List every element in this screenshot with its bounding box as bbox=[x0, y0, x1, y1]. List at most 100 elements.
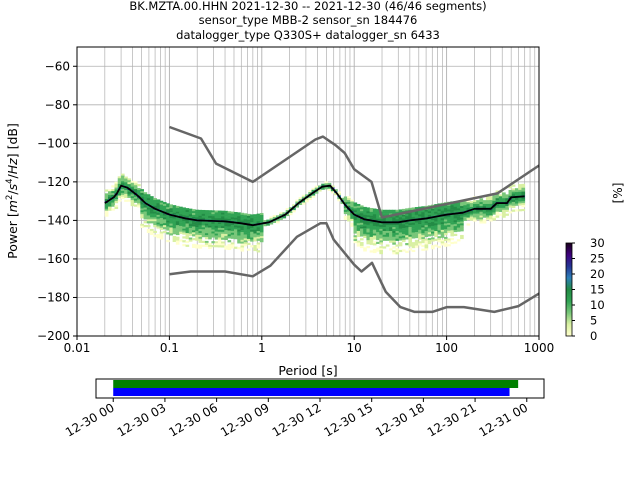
heatmap-cell bbox=[456, 223, 461, 226]
heatmap-cell bbox=[204, 210, 209, 213]
heatmap-cell bbox=[198, 231, 203, 234]
heatmap-cell bbox=[227, 236, 232, 239]
heatmap-cell bbox=[240, 245, 245, 248]
heatmap-cell bbox=[502, 209, 506, 212]
heatmap-cell bbox=[204, 212, 209, 215]
heatmap-cell bbox=[185, 223, 190, 226]
heatmap-cell bbox=[398, 242, 403, 245]
heatmap-cell bbox=[204, 233, 209, 236]
heatmap-cell bbox=[208, 235, 212, 238]
heatmap-cell bbox=[414, 222, 419, 225]
heatmap-cell bbox=[117, 193, 122, 196]
heatmap-cell bbox=[427, 222, 432, 225]
heatmap-cell bbox=[514, 188, 519, 191]
heatmap-cell bbox=[172, 210, 177, 214]
heatmap-cell bbox=[330, 189, 335, 192]
heatmap-cell bbox=[182, 228, 186, 231]
heatmap-cell bbox=[508, 199, 513, 202]
heatmap-cell bbox=[405, 223, 409, 226]
heatmap-cell bbox=[224, 218, 228, 221]
heatmap-cell bbox=[179, 239, 183, 242]
heatmap-cell bbox=[411, 213, 416, 216]
heatmap-cell bbox=[240, 235, 245, 239]
heatmap-cell bbox=[314, 187, 319, 190]
heatmap-cell bbox=[460, 215, 464, 218]
heatmap-cell bbox=[463, 216, 467, 219]
heatmap-cell bbox=[166, 224, 170, 227]
heatmap-cell bbox=[405, 216, 409, 219]
heatmap-cell bbox=[246, 219, 251, 222]
heatmap-cell bbox=[511, 201, 516, 205]
heatmap-cell bbox=[137, 205, 141, 208]
heatmap-cell bbox=[460, 207, 464, 211]
heatmap-cell bbox=[450, 232, 455, 235]
heatmap-cell bbox=[256, 234, 261, 238]
heatmap-cell bbox=[369, 209, 374, 213]
heatmap-cell bbox=[192, 213, 196, 216]
heatmap-cell bbox=[179, 214, 183, 217]
heatmap-cell bbox=[447, 221, 451, 224]
heatmap-cell bbox=[146, 215, 151, 218]
heatmap-cell bbox=[363, 226, 367, 229]
heatmap-cell bbox=[240, 239, 245, 242]
heatmap-cell bbox=[456, 217, 461, 221]
heatmap-cell bbox=[272, 214, 277, 218]
heatmap-cell bbox=[175, 230, 180, 234]
heatmap-cell bbox=[460, 219, 464, 222]
heatmap-cell bbox=[495, 211, 500, 214]
heatmap-cell bbox=[292, 204, 296, 207]
heatmap-cell bbox=[385, 219, 390, 222]
heatmap-cell bbox=[427, 209, 432, 212]
heatmap-cell bbox=[382, 246, 387, 249]
heatmap-cell bbox=[350, 224, 354, 227]
heatmap-cell bbox=[224, 237, 228, 241]
heatmap-cell bbox=[363, 216, 367, 219]
heatmap-cell bbox=[418, 220, 422, 223]
y-axis-label: Power [m2/s4/Hz] [dB] bbox=[5, 123, 20, 259]
heatmap-cell bbox=[372, 221, 377, 225]
heatmap-cell bbox=[256, 225, 261, 228]
heatmap-cell bbox=[159, 206, 164, 209]
heatmap-cell bbox=[424, 223, 429, 226]
heatmap-cell bbox=[518, 187, 522, 191]
heatmap-cell bbox=[204, 231, 209, 234]
heatmap-cell bbox=[508, 191, 513, 195]
heatmap-cell bbox=[421, 219, 425, 222]
heatmap-cell bbox=[298, 202, 303, 206]
heatmap-cell bbox=[495, 213, 500, 216]
heatmap-cell bbox=[120, 196, 125, 199]
heatmap-cell bbox=[447, 217, 451, 220]
heatmap-cell bbox=[185, 227, 190, 230]
heatmap-cell bbox=[198, 209, 203, 213]
heatmap-cell bbox=[198, 221, 203, 224]
heatmap-cell bbox=[485, 202, 490, 205]
heatmap-cell bbox=[382, 230, 387, 234]
heatmap-cell bbox=[227, 247, 232, 251]
heatmap-cell bbox=[395, 234, 400, 238]
heatmap-cell bbox=[201, 240, 206, 244]
heatmap-cell bbox=[405, 217, 409, 221]
heatmap-cell bbox=[117, 180, 122, 183]
heatmap-cell bbox=[230, 223, 235, 226]
heatmap-cell bbox=[385, 244, 390, 247]
heatmap-cell bbox=[321, 183, 325, 186]
heatmap-cell bbox=[150, 196, 154, 199]
heatmap-cell bbox=[372, 225, 377, 229]
heatmap-cell bbox=[108, 204, 112, 207]
heatmap-cell bbox=[353, 235, 358, 238]
heatmap-cell bbox=[146, 194, 151, 197]
heatmap-cell bbox=[324, 187, 329, 190]
heatmap-cell bbox=[347, 203, 351, 207]
heatmap-cell bbox=[156, 216, 161, 219]
heatmap-cell bbox=[453, 220, 458, 223]
heatmap-cell bbox=[211, 225, 216, 228]
heatmap-cell bbox=[498, 198, 503, 201]
heatmap-cell bbox=[111, 204, 115, 207]
heatmap-cell bbox=[162, 213, 167, 216]
heatmap-cell bbox=[182, 232, 186, 235]
heatmap-cell bbox=[359, 243, 364, 247]
heatmap-cell bbox=[385, 209, 390, 212]
heatmap-cell bbox=[243, 221, 248, 224]
heatmap-cell bbox=[185, 235, 190, 238]
heatmap-cell bbox=[434, 244, 438, 247]
